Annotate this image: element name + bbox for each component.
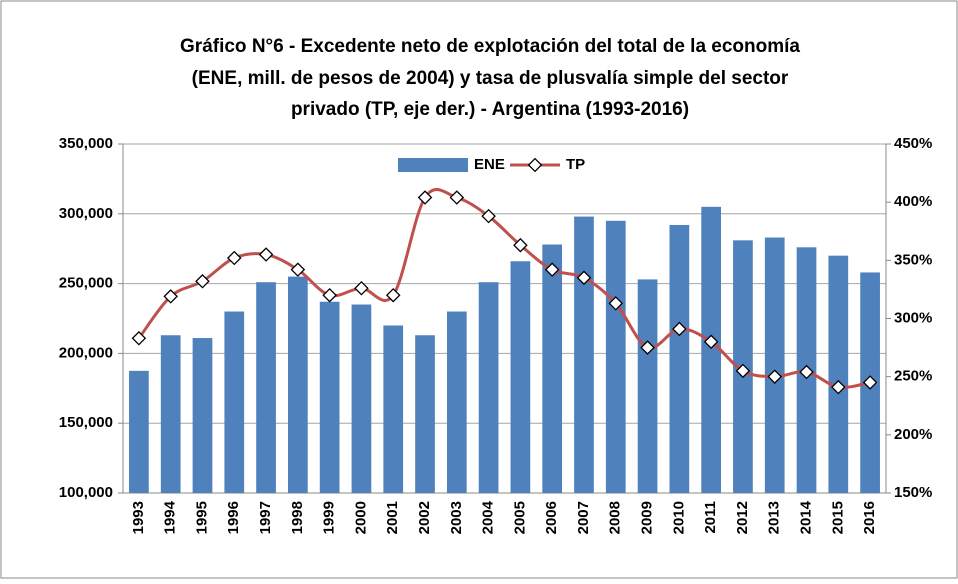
bar: [764, 237, 785, 493]
x-tick-label: 2015: [829, 501, 846, 534]
marker: [481, 208, 496, 224]
bar: [319, 301, 340, 493]
x-tick-label: 2004: [480, 500, 497, 534]
y2-tick-label: 400%: [894, 193, 932, 210]
x-tick-label: 2006: [543, 501, 560, 534]
chart-title: Gráfico N°6 - Excedente neto de explotac…: [180, 36, 800, 57]
x-tick-label: 2008: [607, 501, 624, 534]
x-tick-label: 2005: [511, 501, 528, 534]
marker: [735, 363, 751, 379]
y2-tick-label: 250%: [894, 368, 932, 385]
bar: [446, 311, 467, 493]
bar: [287, 276, 308, 493]
y2-tick-label: 150%: [894, 484, 932, 501]
marker: [449, 190, 465, 205]
x-tick-label: 1997: [257, 501, 274, 534]
y-tick-label: 350,000: [59, 135, 113, 152]
x-tick-label: 1994: [162, 500, 179, 534]
marker: [322, 287, 337, 303]
legend-label: TP: [566, 156, 585, 173]
marker: [703, 334, 719, 350]
bar: [701, 206, 722, 493]
chart-title: privado (TP, eje der.) - Argentina (1993…: [291, 99, 689, 120]
bar: [383, 325, 404, 493]
x-tick-label: 2000: [352, 501, 369, 534]
bar: [192, 338, 213, 493]
bar: [574, 216, 594, 494]
chart-title: (ENE, mill. de pesos de 2004) y tasa de …: [192, 68, 789, 89]
bar: [828, 255, 849, 493]
x-tick-label: 2014: [797, 500, 814, 534]
y2-tick-label: 300%: [894, 309, 932, 326]
bar: [129, 370, 149, 493]
marker: [862, 375, 878, 390]
y-tick-label: 150,000: [59, 414, 113, 431]
y-tick-label: 300,000: [59, 205, 113, 222]
bar: [605, 220, 626, 493]
marker: [513, 237, 528, 253]
x-tick-label: 2011: [702, 501, 719, 534]
x-tick-label: 1999: [321, 501, 338, 534]
x-tick-label: 2013: [766, 501, 783, 534]
marker: [226, 250, 242, 266]
bar: [256, 282, 276, 493]
marker: [354, 280, 369, 296]
marker: [672, 321, 687, 337]
marker: [831, 379, 846, 395]
bar: [351, 304, 372, 493]
y2-tick-label: 200%: [894, 426, 932, 443]
bar: [478, 282, 499, 493]
x-tick-label: 2012: [734, 501, 751, 534]
legend-marker: [527, 157, 543, 173]
x-tick-label: 1996: [225, 501, 242, 534]
bar: [224, 311, 245, 493]
x-tick-label: 1995: [193, 501, 210, 534]
x-tick-label: 2016: [861, 501, 878, 534]
marker: [799, 364, 814, 380]
x-tick-label: 2001: [384, 501, 401, 534]
legend-label: ENE: [474, 156, 505, 173]
marker: [417, 190, 433, 205]
x-tick-label: 2002: [416, 501, 433, 534]
x-tick-label: 1998: [289, 501, 306, 534]
marker: [195, 273, 210, 289]
x-tick-label: 2009: [639, 501, 656, 534]
y-tick-label: 100,000: [59, 484, 113, 501]
bar: [542, 244, 563, 493]
y-tick-label: 200,000: [59, 344, 113, 361]
bar: [415, 335, 435, 493]
y2-tick-label: 450%: [894, 135, 932, 152]
marker: [385, 287, 401, 303]
marker: [258, 247, 274, 262]
marker: [640, 340, 655, 355]
marker: [608, 296, 624, 311]
marker: [163, 289, 178, 304]
bar: [637, 279, 658, 493]
x-tick-label: 2003: [448, 501, 465, 534]
marker: [290, 262, 306, 277]
marker: [544, 262, 560, 277]
marker: [131, 330, 147, 346]
marker: [767, 369, 783, 384]
bar: [510, 261, 531, 493]
bar: [669, 224, 690, 493]
x-tick-label: 1993: [130, 501, 147, 534]
y-tick-label: 250,000: [59, 275, 113, 292]
legend-swatch: [398, 158, 468, 172]
marker: [576, 270, 592, 286]
x-tick-label: 2010: [670, 501, 687, 534]
bar: [160, 335, 181, 493]
x-tick-label: 2007: [575, 501, 592, 534]
y2-tick-label: 350%: [894, 251, 932, 268]
